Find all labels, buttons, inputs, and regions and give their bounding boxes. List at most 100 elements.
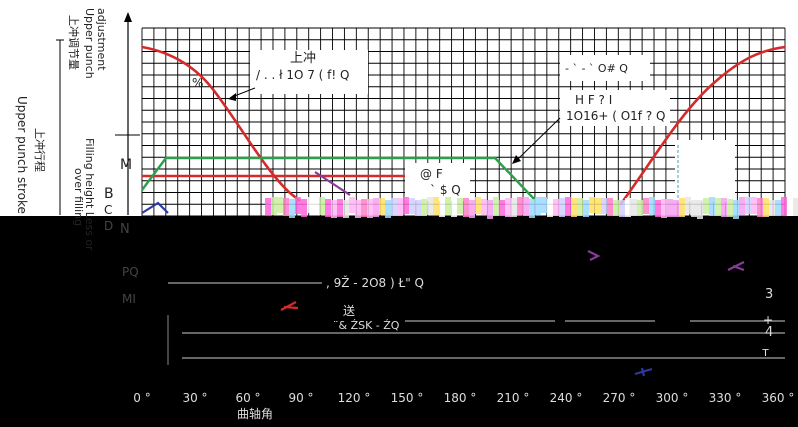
annotation-box-mid-right xyxy=(560,90,670,126)
glitch-block xyxy=(337,199,343,217)
glitch-block xyxy=(271,197,277,215)
glitch-block xyxy=(475,197,481,214)
glitch-block xyxy=(565,197,571,216)
glitch-block xyxy=(493,197,499,216)
glitch-block xyxy=(283,198,289,216)
glitch-block xyxy=(361,199,367,217)
glitch-block xyxy=(787,199,793,216)
white-patch-right xyxy=(675,140,735,202)
glitch-block xyxy=(775,200,781,216)
glitch-block xyxy=(541,197,547,213)
mark-purple-2 xyxy=(727,261,745,272)
glitch-block xyxy=(487,200,493,219)
upper-punch-adjustment-cn: 上冲调节量 xyxy=(67,15,81,70)
upper-punch-curve-ascending xyxy=(618,45,786,206)
glitch-block xyxy=(547,199,553,217)
glitch-block xyxy=(313,197,319,215)
glitch-block xyxy=(319,197,325,215)
glitch-block xyxy=(571,198,577,217)
glitch-block xyxy=(577,198,583,216)
x-tick-label: 150 ° xyxy=(391,391,424,405)
purple-line xyxy=(314,171,351,196)
glitch-block xyxy=(325,199,331,217)
x-tick-label: 330 ° xyxy=(709,391,742,405)
x-tick-label: 210 ° xyxy=(497,391,530,405)
upper-punch-stroke-en: Upper punch stroke xyxy=(15,96,29,214)
glitch-block xyxy=(727,199,733,217)
glitch-block xyxy=(505,198,511,217)
glitch-block xyxy=(769,200,775,216)
glitch-block xyxy=(463,198,469,217)
glitch-block xyxy=(559,198,565,217)
glitch-block xyxy=(511,198,517,217)
x-tick-label: 270 ° xyxy=(603,391,636,405)
glitch-block xyxy=(781,197,787,216)
glitch-block xyxy=(457,198,463,214)
glitch-block xyxy=(535,197,541,215)
arrowhead-filling xyxy=(512,155,521,164)
glitch-block xyxy=(427,197,433,215)
glitch-block xyxy=(469,200,475,218)
upper-punch-stroke-cn: 上冲行程 xyxy=(33,128,47,172)
glitch-block xyxy=(643,198,649,214)
x-tick-label: 300 ° xyxy=(656,391,689,405)
annotation-right-plus: + xyxy=(763,313,773,327)
annotation-feed-cn: 送 xyxy=(343,303,355,318)
annotation-right-t: т xyxy=(762,345,769,359)
glitch-block xyxy=(355,200,361,218)
glitch-block xyxy=(583,200,589,217)
row-label-b: B xyxy=(104,186,114,202)
glitch-block xyxy=(685,197,691,214)
annotation-box-upper-punch xyxy=(250,50,368,94)
glitch-block xyxy=(553,199,559,216)
glitch-block xyxy=(523,197,529,216)
glitch-block xyxy=(397,198,403,216)
x-axis-label: 曲轴角 xyxy=(237,406,273,421)
glitch-block xyxy=(349,197,355,213)
glitch-block xyxy=(331,200,337,218)
vertical-axis-arrow xyxy=(124,12,132,22)
x-tick-label: 360 ° xyxy=(762,391,795,405)
glitch-block xyxy=(451,198,457,217)
glitch-block xyxy=(589,197,595,213)
glitch-block xyxy=(595,198,601,214)
glitch-block xyxy=(625,198,631,217)
annotation-mid-right-1: H F ? I xyxy=(575,93,612,107)
glitch-block xyxy=(301,199,307,217)
mark-blue xyxy=(634,367,653,377)
glitch-block xyxy=(709,197,715,216)
row-label-m: M xyxy=(120,157,132,173)
x-tick-label: 60 ° xyxy=(235,391,260,405)
glitch-block xyxy=(415,200,421,216)
annotation-feed: ¨& ŹSK - ŹQ xyxy=(333,319,400,332)
glitch-block xyxy=(637,200,643,216)
glitch-block xyxy=(295,197,301,214)
glitch-block xyxy=(697,200,703,219)
annotation-right-4: 4 xyxy=(765,325,773,340)
glitch-block xyxy=(445,197,451,215)
annotation-percent: % xyxy=(192,76,203,90)
glitch-block xyxy=(391,198,397,216)
glitch-block xyxy=(379,198,385,215)
glitch-block xyxy=(409,198,415,214)
annotation-top-right: - ` - ` Ο# Q xyxy=(565,62,628,75)
row-label-d: D xyxy=(104,219,113,233)
filling-height-en-2: over filling xyxy=(72,168,85,226)
row-label-c: C xyxy=(104,203,112,217)
x-tick-label: 30 ° xyxy=(182,391,207,405)
glitch-block xyxy=(763,198,769,217)
glitch-block xyxy=(343,200,349,218)
glitch-block xyxy=(649,197,655,215)
glitch-block xyxy=(439,199,445,217)
glitch-block xyxy=(517,197,523,215)
glitch-block xyxy=(673,200,679,217)
x-tick-label: 90 ° xyxy=(288,391,313,405)
glitch-block xyxy=(703,198,709,214)
glitch-block xyxy=(529,199,535,218)
glitch-block xyxy=(277,197,283,213)
annotation-center-2: ` $ Q xyxy=(430,183,461,197)
row-label-m2: MΙ xyxy=(122,292,136,306)
upper-punch-adjustment-en-1: Upper punch xyxy=(83,8,96,79)
glitch-block xyxy=(385,200,391,218)
glitch-block xyxy=(619,200,625,217)
